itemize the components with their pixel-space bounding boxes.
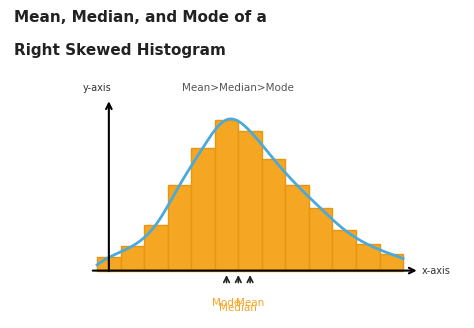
Bar	[168, 185, 191, 271]
Text: Mode: Mode	[212, 298, 241, 308]
Bar	[191, 148, 215, 271]
Bar	[285, 185, 309, 271]
Bar	[238, 131, 262, 271]
Text: Median: Median	[219, 303, 257, 313]
Text: y-axis: y-axis	[83, 84, 111, 93]
Bar	[120, 246, 144, 271]
Bar	[215, 120, 238, 271]
Bar	[380, 254, 403, 271]
Text: Mean: Mean	[236, 298, 264, 308]
Bar	[332, 230, 356, 271]
Bar	[356, 244, 380, 271]
Text: x-axis: x-axis	[422, 266, 451, 276]
Bar	[309, 208, 332, 271]
Text: Right Skewed Histogram: Right Skewed Histogram	[14, 43, 226, 58]
Text: Mean, Median, and Mode of a: Mean, Median, and Mode of a	[14, 10, 267, 25]
Bar	[144, 225, 168, 271]
Text: Mean>Median>Mode: Mean>Median>Mode	[182, 84, 294, 93]
Bar	[262, 159, 285, 271]
Bar	[97, 257, 120, 271]
